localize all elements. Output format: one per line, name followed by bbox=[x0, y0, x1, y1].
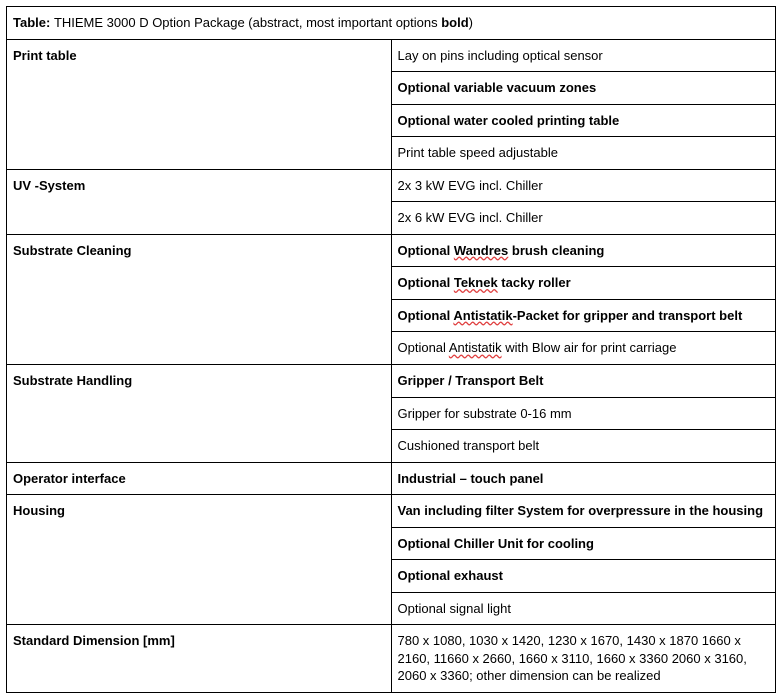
title-suffix: ) bbox=[469, 15, 473, 30]
option-text: 2x 6 kW EVG incl. Chiller bbox=[398, 210, 543, 225]
option-cell: Optional Wandres brush cleaning bbox=[391, 234, 776, 267]
option-text-part: Antistatik bbox=[453, 308, 512, 323]
option-text: Van including filter System for overpres… bbox=[398, 503, 764, 518]
option-text: Optional Chiller Unit for cooling bbox=[398, 536, 594, 551]
option-text-part: Teknek bbox=[454, 275, 498, 290]
table-row: HousingVan including filter System for o… bbox=[7, 495, 776, 528]
title-bold-word: bold bbox=[441, 15, 468, 30]
table-row: Standard Dimension [mm]780 x 1080, 1030 … bbox=[7, 625, 776, 693]
option-text-part: Optional bbox=[398, 340, 449, 355]
option-text-part: with Blow air for print carriage bbox=[502, 340, 677, 355]
option-cell: Optional Chiller Unit for cooling bbox=[391, 527, 776, 560]
option-text: 2x 3 kW EVG incl. Chiller bbox=[398, 178, 543, 193]
option-cell: 2x 6 kW EVG incl. Chiller bbox=[391, 202, 776, 235]
section-label: Housing bbox=[7, 495, 392, 625]
options-table: Table: THIEME 3000 D Option Package (abs… bbox=[6, 6, 776, 693]
option-text-part: tacky roller bbox=[498, 275, 571, 290]
option-text: Cushioned transport belt bbox=[398, 438, 540, 453]
table-row: Print tableLay on pins including optical… bbox=[7, 39, 776, 72]
option-text-part: -Packet for gripper and transport belt bbox=[513, 308, 743, 323]
table-row: Substrate HandlingGripper / Transport Be… bbox=[7, 365, 776, 398]
option-cell: Optional Teknek tacky roller bbox=[391, 267, 776, 300]
option-text-part: Optional bbox=[398, 275, 454, 290]
option-cell: Optional exhaust bbox=[391, 560, 776, 593]
option-text: Optional variable vacuum zones bbox=[398, 80, 597, 95]
option-text-part: Optional bbox=[398, 243, 454, 258]
option-text-part: brush cleaning bbox=[508, 243, 604, 258]
option-cell: Lay on pins including optical sensor bbox=[391, 39, 776, 72]
section-label: UV -System bbox=[7, 169, 392, 234]
option-cell: Optional Antistatik-Packet for gripper a… bbox=[391, 299, 776, 332]
section-label: Substrate Handling bbox=[7, 365, 392, 463]
option-cell: Gripper for substrate 0-16 mm bbox=[391, 397, 776, 430]
option-text-part: Wandres bbox=[454, 243, 508, 258]
option-text: Optional exhaust bbox=[398, 568, 503, 583]
option-cell: Optional variable vacuum zones bbox=[391, 72, 776, 105]
table-row: UV -System2x 3 kW EVG incl. Chiller bbox=[7, 169, 776, 202]
option-cell: 2x 3 kW EVG incl. Chiller bbox=[391, 169, 776, 202]
option-text: Optional water cooled printing table bbox=[398, 113, 620, 128]
section-label: Standard Dimension [mm] bbox=[7, 625, 392, 693]
table-row: Substrate CleaningOptional Wandres brush… bbox=[7, 234, 776, 267]
option-text: Print table speed adjustable bbox=[398, 145, 558, 160]
option-cell: Cushioned transport belt bbox=[391, 430, 776, 463]
table-row: Operator interface Industrial – touch pan… bbox=[7, 462, 776, 495]
option-cell: Gripper / Transport Belt bbox=[391, 365, 776, 398]
option-cell: Industrial – touch panel bbox=[391, 462, 776, 495]
section-label: Substrate Cleaning bbox=[7, 234, 392, 364]
option-text: 780 x 1080, 1030 x 1420, 1230 x 1670, 14… bbox=[398, 633, 747, 683]
table-title-cell: Table: THIEME 3000 D Option Package (abs… bbox=[7, 7, 776, 40]
section-label: Print table bbox=[7, 39, 392, 169]
option-cell: Optional water cooled printing table bbox=[391, 104, 776, 137]
option-cell: 780 x 1080, 1030 x 1420, 1230 x 1670, 14… bbox=[391, 625, 776, 693]
option-text-part: Optional bbox=[398, 308, 454, 323]
option-text: Gripper / Transport Belt bbox=[398, 373, 544, 388]
table-header-row: Table: THIEME 3000 D Option Package (abs… bbox=[7, 7, 776, 40]
option-cell: Print table speed adjustable bbox=[391, 137, 776, 170]
option-text: Lay on pins including optical sensor bbox=[398, 48, 603, 63]
option-text: Optional signal light bbox=[398, 601, 511, 616]
option-text: Gripper for substrate 0-16 mm bbox=[398, 406, 572, 421]
option-text: Industrial – touch panel bbox=[398, 471, 544, 486]
option-cell: Van including filter System for overpres… bbox=[391, 495, 776, 528]
title-name: THIEME 3000 D Option Package (abstract, … bbox=[54, 15, 441, 30]
option-cell: Optional Antistatik with Blow air for pr… bbox=[391, 332, 776, 365]
section-label: Operator interface bbox=[7, 462, 392, 495]
option-cell: Optional signal light bbox=[391, 592, 776, 625]
title-prefix: Table: bbox=[13, 15, 54, 30]
table-body: Table: THIEME 3000 D Option Package (abs… bbox=[7, 7, 776, 693]
option-text-part: Antistatik bbox=[449, 340, 502, 355]
